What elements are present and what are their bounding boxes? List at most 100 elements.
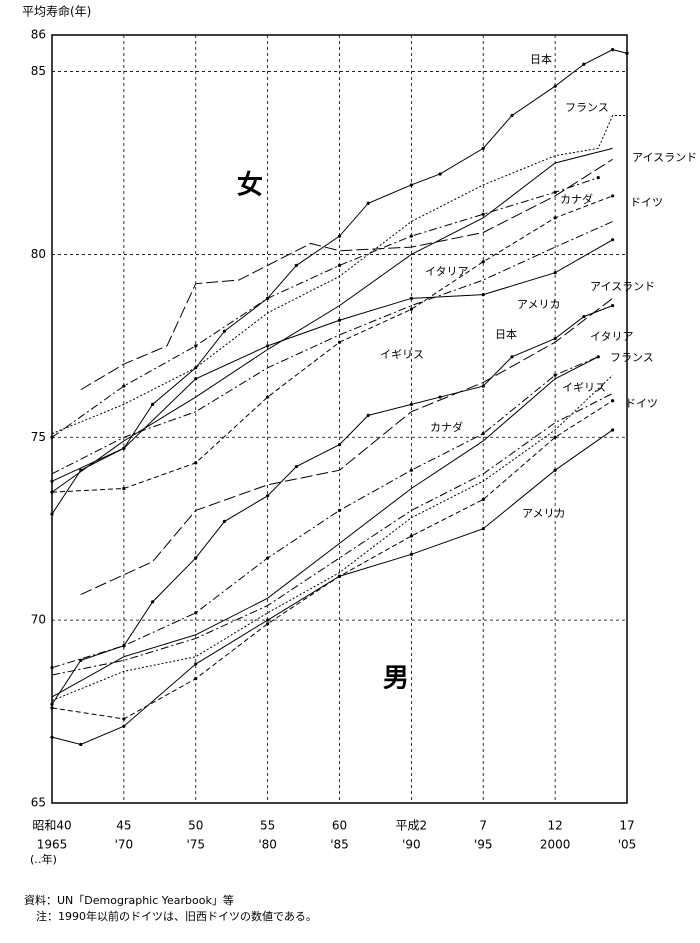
series-line: [51, 49, 628, 515]
series-line: [51, 305, 613, 705]
point: [553, 435, 557, 439]
point: [510, 355, 514, 359]
point: [50, 666, 54, 670]
point: [151, 402, 155, 406]
point: [194, 662, 198, 666]
series-label: イギリス: [562, 381, 606, 394]
point: [266, 344, 270, 348]
x-unit-note: (‥年): [30, 852, 57, 866]
point: [596, 176, 600, 180]
point: [553, 216, 557, 220]
point: [481, 497, 485, 502]
point: [481, 384, 485, 388]
point: [50, 735, 54, 739]
point: [266, 622, 270, 626]
point: [366, 201, 370, 205]
footnote: 資料：UN「Demographic Yearbook」等: [24, 893, 234, 907]
point: [409, 468, 413, 472]
x-tick-label: 50: [188, 819, 203, 833]
point: [625, 51, 629, 55]
annotation: 女: [237, 170, 263, 201]
point: [596, 355, 600, 359]
point: [553, 373, 557, 377]
point: [50, 479, 54, 483]
point: [337, 340, 342, 344]
x-tick-label: 17: [619, 819, 634, 833]
point: [222, 519, 227, 524]
point: [611, 48, 615, 52]
x-tick-label: '90: [402, 838, 421, 852]
x-tick-label: '75: [186, 838, 205, 852]
series-line: [51, 392, 613, 676]
y-tick-label: 75: [31, 430, 46, 444]
point: [79, 742, 83, 747]
x-tick-label: 45: [116, 819, 131, 833]
point: [194, 677, 198, 681]
point: [481, 432, 485, 436]
series-label: イタリア: [425, 265, 469, 278]
x-tick-label: '80: [258, 838, 277, 852]
point: [194, 611, 198, 615]
series-line: [51, 147, 613, 493]
y-tick-label: 80: [31, 247, 46, 261]
series-line: [51, 114, 627, 435]
x-tick-label: 2000: [540, 838, 571, 852]
series-label: イタリア: [590, 330, 634, 343]
series-label: カナダ: [430, 420, 463, 434]
point: [553, 190, 557, 194]
point: [50, 435, 54, 439]
point: [337, 318, 342, 322]
point: [294, 464, 298, 469]
y-tick-label: 86: [31, 28, 46, 42]
x-tick-label: 平成2: [396, 819, 428, 833]
series-label: アメリカ: [522, 507, 565, 520]
point: [438, 395, 442, 399]
point: [122, 644, 126, 648]
point: [266, 395, 270, 399]
x-tick-label: 昭和40: [32, 819, 71, 833]
point: [337, 508, 342, 513]
point: [337, 263, 342, 267]
point: [337, 443, 342, 447]
point: [582, 62, 586, 66]
point: [409, 534, 413, 538]
series-line: [51, 177, 599, 438]
series-label: フランス: [565, 101, 609, 114]
point: [50, 512, 54, 516]
point: [611, 194, 615, 198]
point: [553, 84, 557, 88]
series-label: イギリス: [380, 348, 424, 361]
x-tick-label: '70: [115, 838, 134, 852]
point: [266, 556, 270, 560]
series-line: [51, 239, 613, 482]
point: [409, 183, 413, 187]
point: [409, 296, 413, 300]
point: [194, 461, 198, 465]
point: [50, 702, 54, 706]
x-tick-label: 7: [479, 819, 487, 833]
chart-title: 平均寿命(年): [22, 4, 91, 19]
point: [611, 304, 615, 308]
point: [611, 238, 615, 242]
x-tick-label: '05: [618, 838, 637, 852]
series-label: カナダ: [560, 192, 593, 206]
point: [553, 271, 557, 275]
point: [611, 428, 615, 432]
annotation: 男: [383, 664, 409, 694]
y-tick-label: 85: [31, 64, 46, 78]
series-line: [51, 356, 599, 698]
point: [266, 494, 270, 498]
point: [122, 717, 126, 721]
point: [122, 724, 126, 728]
series-line: [51, 221, 613, 475]
x-tick-label: 60: [332, 819, 347, 833]
x-tick-label: '95: [474, 838, 493, 852]
series-line: [80, 297, 613, 595]
point: [294, 263, 298, 267]
footnote: 注：1990年以前のドイツは、旧西ドイツの数値である。: [36, 909, 317, 923]
x-tick-label: 55: [260, 819, 275, 833]
series-line: [51, 429, 613, 746]
point: [122, 384, 126, 388]
point: [481, 293, 485, 297]
